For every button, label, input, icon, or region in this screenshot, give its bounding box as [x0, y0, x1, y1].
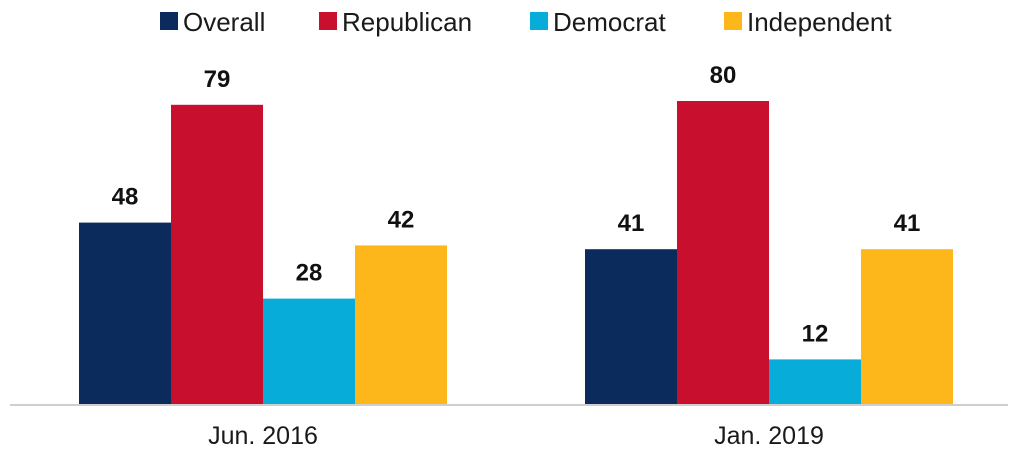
- bar-jun-2016-overall: [79, 222, 171, 405]
- category-labels: Jun. 2016 Jan. 2019: [208, 422, 824, 450]
- category-label-jan-2019: Jan. 2019: [714, 422, 824, 450]
- category-label-jun-2016: Jun. 2016: [208, 422, 318, 450]
- legend-swatch-democrat: [530, 12, 548, 30]
- legend-swatch-republican: [319, 12, 337, 30]
- data-label-jun-2016-democrat: 28: [296, 260, 323, 287]
- value-labels: 48 79 28 42 41 80 12 41: [112, 62, 921, 347]
- data-label-jan-2019-republican: 80: [710, 62, 737, 89]
- bars: [79, 101, 953, 406]
- legend: Overall Republican Democrat Independent: [160, 7, 892, 37]
- legend-label-overall: Overall: [183, 7, 265, 37]
- legend-swatch-overall: [160, 12, 178, 30]
- data-label-jun-2016-republican: 79: [204, 66, 231, 93]
- legend-swatch-independent: [724, 12, 742, 30]
- data-label-jun-2016-overall: 48: [112, 184, 139, 211]
- legend-label-republican: Republican: [342, 7, 472, 37]
- data-label-jan-2019-overall: 41: [618, 210, 645, 237]
- legend-label-independent: Independent: [747, 7, 892, 37]
- data-label-jan-2019-democrat: 12: [802, 320, 829, 347]
- bar-jan-2019-independent: [861, 249, 953, 405]
- bar-jan-2019-democrat: [769, 359, 861, 405]
- bar-jan-2019-republican: [677, 101, 769, 405]
- data-label-jan-2019-independent: 41: [894, 210, 921, 237]
- bar-jan-2019-overall: [585, 249, 677, 405]
- bar-jun-2016-republican: [171, 104, 263, 406]
- bar-jun-2016-independent: [355, 245, 447, 405]
- bar-jun-2016-democrat: [263, 298, 355, 405]
- legend-label-democrat: Democrat: [553, 7, 666, 37]
- data-label-jun-2016-independent: 42: [388, 206, 415, 233]
